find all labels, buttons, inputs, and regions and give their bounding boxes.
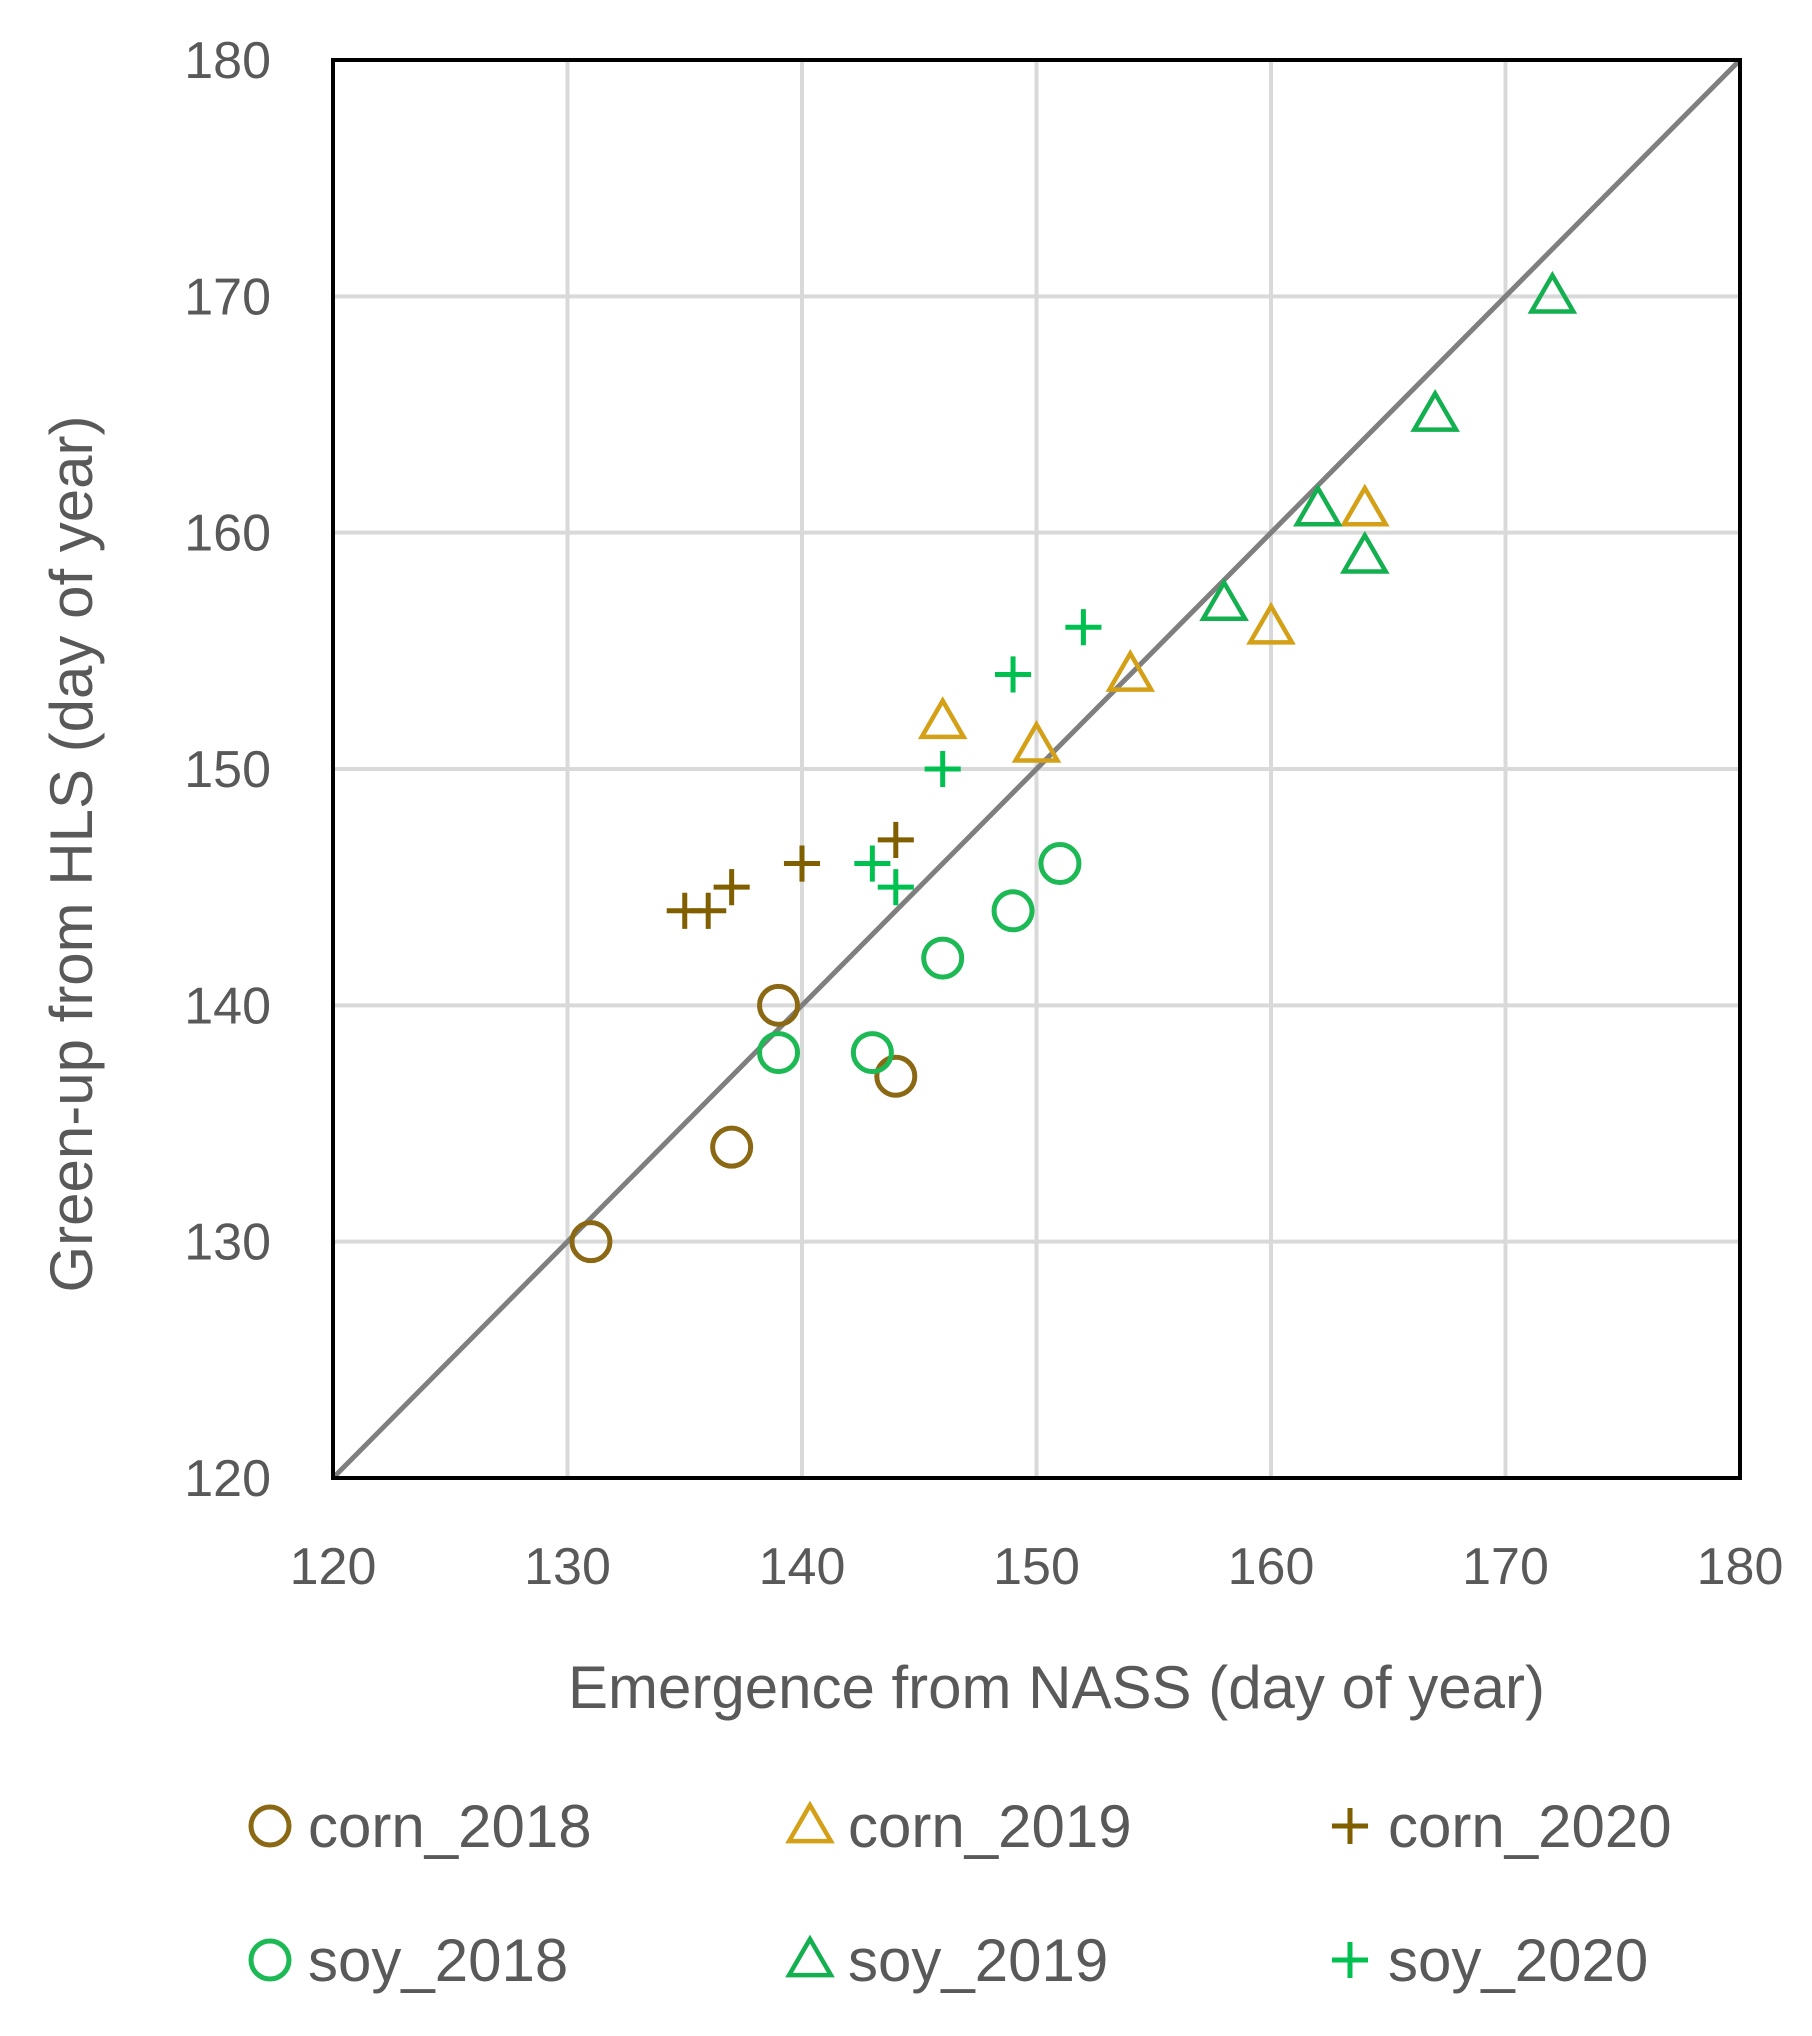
legend-marker-soy_2020: [1331, 1941, 1369, 1979]
point-corn_2018-3: [874, 1054, 918, 1098]
series-corn_2019: [917, 483, 1390, 763]
point-corn_2018-2: [757, 983, 801, 1027]
point-soy_2019-4: [1527, 270, 1578, 314]
point-soy_2019-1: [1293, 483, 1343, 527]
point-corn_2020-1: [690, 892, 727, 929]
point-soy_2020-2: [924, 750, 961, 788]
legend-item-corn_2019: corn_2019: [785, 1793, 1132, 1860]
point-soy_2020-1: [877, 869, 914, 906]
legend: corn_2018 corn_2019 corn_2020 soy_2018 soy_2…: [248, 1793, 1672, 1994]
legend-marker-soy_2018: [248, 1938, 292, 1982]
legend-marker-soy_2019: [785, 1934, 835, 1978]
point-soy_2019-3: [1410, 389, 1460, 432]
legend-item-corn_2018: corn_2018: [248, 1793, 592, 1860]
point-soy_2018-1: [850, 1031, 894, 1075]
x-tick-label-180: 180: [1697, 1538, 1784, 1596]
series-soy_2019: [1199, 270, 1578, 621]
point-corn_2019-4: [1339, 483, 1390, 527]
point-corn_2018-1: [710, 1125, 754, 1169]
point-soy_2018-3: [991, 889, 1035, 933]
legend-label-corn_2020: corn_2020: [1388, 1793, 1672, 1860]
legend-item-corn_2020: corn_2020: [1331, 1793, 1672, 1860]
point-corn_2019-3: [1246, 601, 1296, 645]
x-tick-label-160: 160: [1228, 1538, 1315, 1596]
y-axis-title: Green-up from HLS (day of year): [38, 415, 105, 1292]
y-tick-label-120: 120: [184, 1450, 271, 1508]
y-tick-label-160: 160: [184, 505, 271, 563]
series-corn_2020: [666, 821, 914, 929]
legend-label-soy_2019: soy_2019: [848, 1927, 1108, 1994]
point-corn_2019-0: [917, 696, 968, 740]
legend-label-soy_2020: soy_2020: [1388, 1927, 1648, 1994]
point-soy_2020-0: [854, 845, 891, 882]
legend-item-soy_2020: soy_2020: [1331, 1927, 1648, 1994]
reference-line-group: [331, 58, 1742, 1480]
y-tick-label-140: 140: [184, 977, 271, 1035]
point-soy_2019-0: [1199, 578, 1249, 621]
legend-marker-corn_2020: [1331, 1807, 1369, 1845]
legend-label-corn_2018: corn_2018: [308, 1793, 592, 1860]
point-soy_2020-3: [995, 656, 1032, 693]
series-soy_2018: [757, 842, 1082, 1075]
legend-label-corn_2019: corn_2019: [848, 1793, 1132, 1860]
x-tick-labels: 120 130 140 150 160 170 180: [290, 1538, 1784, 1596]
x-axis-title: Emergence from NASS (day of year): [568, 1654, 1545, 1721]
point-corn_2019-2: [1105, 649, 1156, 692]
reference-line-1-to-1: [331, 58, 1742, 1480]
y-tick-label-170: 170: [184, 268, 271, 326]
series-corn_2018: [569, 983, 918, 1264]
y-tick-label-130: 130: [184, 1214, 271, 1272]
legend-marker-corn_2018: [248, 1804, 292, 1848]
point-soy_2018-0: [757, 1031, 801, 1075]
legend-item-soy_2019: soy_2019: [785, 1927, 1108, 1994]
data-points: [569, 270, 1578, 1264]
point-soy_2020-4: [1065, 609, 1102, 646]
x-tick-label-150: 150: [993, 1538, 1080, 1596]
point-soy_2018-4: [1038, 842, 1082, 886]
x-tick-label-130: 130: [524, 1538, 611, 1596]
point-soy_2019-2: [1339, 530, 1390, 574]
point-corn_2020-2: [713, 869, 750, 906]
point-corn_2018-0: [569, 1220, 613, 1264]
x-tick-label-120: 120: [290, 1538, 377, 1596]
y-tick-labels: 120 130 140 150 160 170 180: [184, 32, 271, 1508]
y-tick-label-180: 180: [184, 32, 271, 90]
point-corn_2020-3: [783, 845, 821, 882]
point-corn_2019-1: [1011, 719, 1062, 763]
x-tick-label-140: 140: [759, 1538, 846, 1596]
point-soy_2018-2: [921, 936, 965, 980]
x-tick-label-170: 170: [1462, 1538, 1549, 1596]
plot-frame: [331, 58, 1742, 1480]
point-corn_2020-4: [877, 821, 914, 858]
series-soy_2020: [854, 609, 1102, 906]
legend-marker-corn_2019: [785, 1800, 835, 1844]
legend-item-soy_2018: soy_2018: [248, 1927, 568, 1994]
y-tick-label-150: 150: [184, 741, 271, 799]
legend-label-soy_2018: soy_2018: [308, 1927, 568, 1994]
